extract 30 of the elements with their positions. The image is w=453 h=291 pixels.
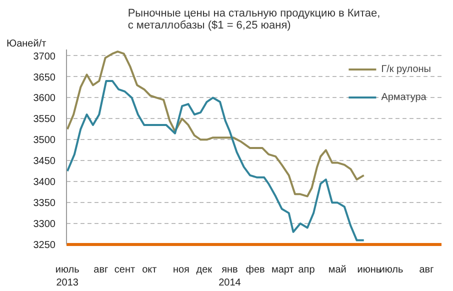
x-tick-label: дек bbox=[196, 264, 213, 276]
y-tick-label: 3700 bbox=[33, 51, 56, 62]
x-tick-label: сент bbox=[114, 264, 136, 276]
y-tick-label: 3300 bbox=[33, 219, 56, 230]
y-axis-title: Юаней/т bbox=[6, 38, 47, 50]
x-tick-label: март bbox=[271, 264, 294, 276]
x-tick-label: апр bbox=[298, 264, 316, 276]
x-tick-label: фев bbox=[246, 264, 265, 276]
x-tick-label: июль 2013 bbox=[55, 264, 80, 289]
y-tick-label: 3350 bbox=[33, 198, 56, 210]
y-tick-label: 3500 bbox=[33, 135, 56, 146]
y-tick-label: 3600 bbox=[33, 93, 56, 104]
x-tick-label: янв 2014 bbox=[218, 264, 242, 289]
line-series bbox=[66, 50, 365, 198]
y-tick-label: 3250 bbox=[33, 240, 56, 251]
x-tick-label: ноя bbox=[172, 264, 190, 276]
legend-label: Арматура bbox=[381, 92, 426, 102]
chart-title: Рыночные цены на стальную продукцию в Китае, с металлобазы ($1 = 6,25 юаня) bbox=[128, 8, 380, 32]
y-tick-label: 3550 bbox=[33, 114, 56, 126]
x-tick-label: июль bbox=[379, 264, 404, 276]
y-tick-label: 3450 bbox=[33, 156, 56, 168]
y-tick-label: 3650 bbox=[33, 72, 56, 84]
x-tick-label: окт bbox=[142, 264, 158, 276]
y-tick-label: 3400 bbox=[33, 177, 56, 188]
x-tick-label: авг bbox=[419, 264, 434, 276]
x-tick-label: авг bbox=[94, 264, 109, 276]
x-tick-label: май bbox=[328, 264, 346, 276]
x-tick-label: июнь bbox=[357, 264, 382, 276]
line-series bbox=[66, 80, 365, 242]
legend-label: Г/к рулоны bbox=[381, 64, 431, 74]
